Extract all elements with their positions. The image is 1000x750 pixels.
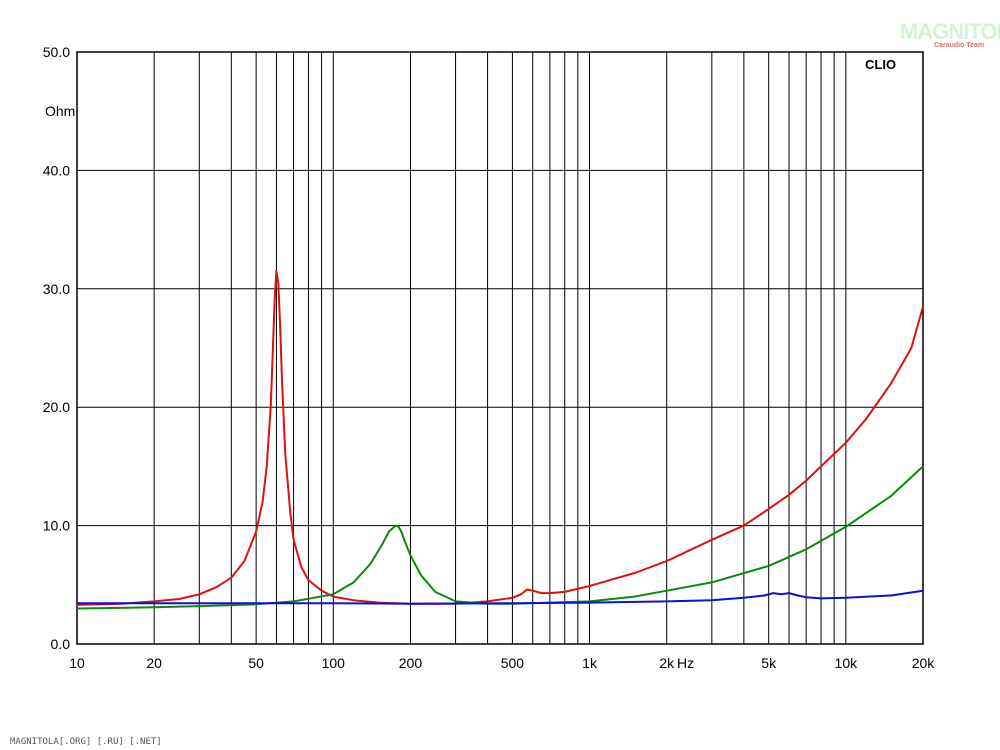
- y-tick-label: 50.0: [43, 44, 70, 60]
- y-tick-label: 40.0: [43, 162, 70, 178]
- x-tick-label: 10k: [835, 655, 859, 671]
- logo-text: MAGNITOLA: [900, 19, 1000, 44]
- x-tick-label: 200: [399, 655, 423, 671]
- y-tick-label: 10.0: [43, 518, 70, 534]
- logo-subtext: Caraudio Team: [934, 42, 984, 49]
- blue-impedance-curve: [77, 589, 924, 605]
- x-tick-label: 50: [248, 655, 264, 671]
- plot-frame: [76, 51, 924, 645]
- y-tick-label: 0.0: [51, 636, 71, 652]
- y-tick-labels: 0.0 10.0 20.0 30.0 40.0 50.0: [43, 44, 70, 652]
- x-tick-label: 1k: [582, 655, 598, 671]
- x-tick-label: 2k: [659, 655, 675, 671]
- green-impedance-curve: [76, 465, 924, 610]
- magnitola-logo: MAGNITOLA Caraudio Team: [900, 19, 1000, 49]
- y-tick-label: 20.0: [43, 399, 70, 415]
- x-tick-label: 10: [69, 655, 85, 671]
- series-group: [76, 270, 924, 610]
- x-axis-unit-label: Hz: [677, 655, 694, 671]
- x-tick-label: 20: [146, 655, 162, 671]
- x-tick-label: 20k: [912, 655, 936, 671]
- x-tick-label: 500: [501, 655, 525, 671]
- clio-brand-label: CLIO: [865, 57, 896, 72]
- grid: [76, 51, 924, 645]
- x-tick-label: 5k: [761, 655, 777, 671]
- footer-text: MAGNITOLA[.ORG] [.RU] [.NET]: [10, 737, 162, 747]
- y-tick-label: 30.0: [43, 281, 70, 297]
- x-tick-label: 100: [322, 655, 346, 671]
- y-axis-unit-label: Ohm: [45, 103, 75, 119]
- x-tick-labels: 10 20 50 100 200 500 1k 2k 5k 10k 20k: [69, 655, 935, 671]
